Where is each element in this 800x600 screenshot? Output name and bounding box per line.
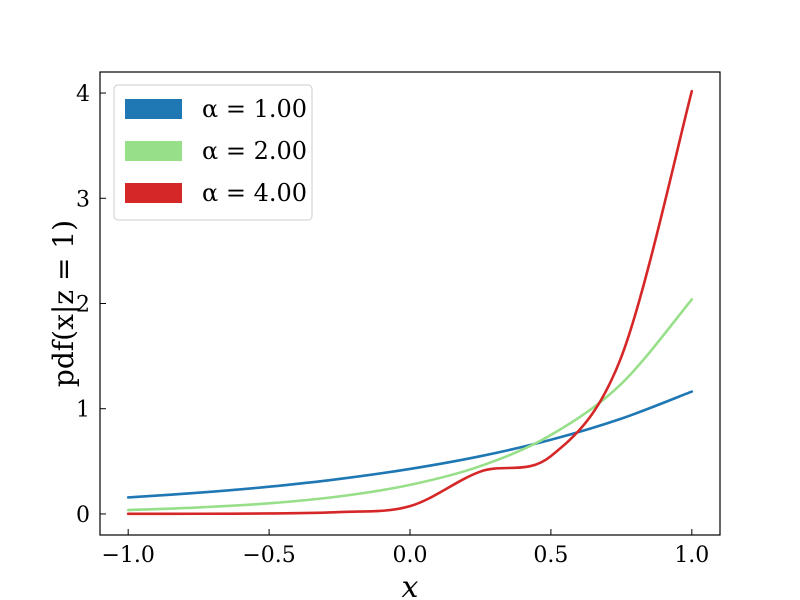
- y-tick-label: 4: [76, 82, 90, 107]
- legend-swatch-1: [125, 99, 182, 119]
- legend: α = 1.00 α = 2.00 α = 4.00: [113, 84, 313, 221]
- plot-area: [126, 89, 694, 516]
- x-tick-label: −0.5: [242, 543, 295, 568]
- x-axis-label: x: [402, 570, 419, 600]
- legend-label-3: α = 4.00: [202, 179, 307, 207]
- y-axis-label: pdf(x|z = 1): [47, 220, 80, 387]
- legend-swatch-3: [125, 183, 182, 203]
- x-tick-label: −1.0: [101, 543, 154, 568]
- legend-label-2: α = 2.00: [202, 137, 307, 165]
- y-tick-label: 1: [76, 398, 90, 423]
- axes: −1.0 −0.5 0.0 0.5 1.0 0 1 2 3 4 x pdf(x|z = 1): [47, 71, 721, 600]
- y-tick-label: 2: [76, 293, 90, 318]
- x-tick-label: 1.0: [674, 543, 709, 568]
- legend-swatch-2: [125, 141, 182, 161]
- legend-label-1: α = 1.00: [202, 95, 307, 123]
- x-tick-label: 0.0: [393, 543, 428, 568]
- series-line-1: [126, 390, 694, 499]
- x-tick-label: 0.5: [533, 543, 568, 568]
- series-line-3: [126, 89, 694, 516]
- y-tick-label: 3: [76, 187, 90, 212]
- y-tick-label: 0: [76, 503, 90, 528]
- series-line-2: [126, 298, 694, 512]
